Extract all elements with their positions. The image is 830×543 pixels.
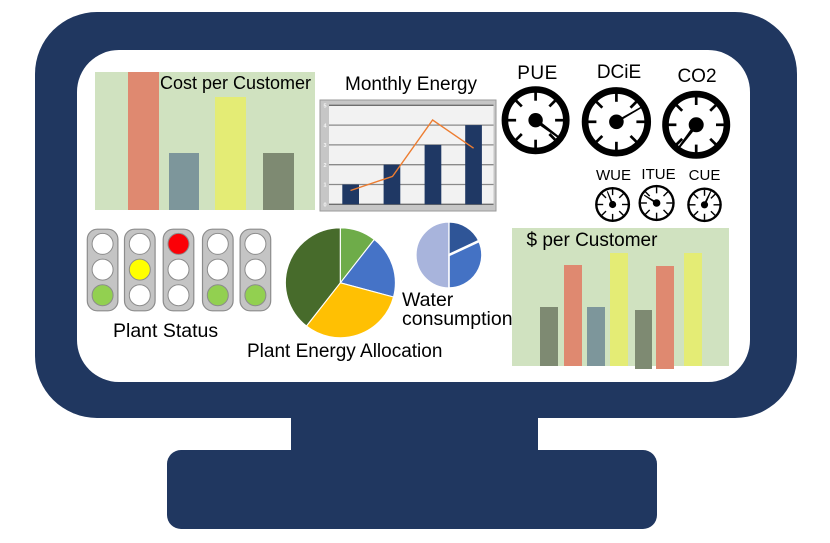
svg-text:5: 5 <box>323 104 326 110</box>
svg-text:4: 4 <box>323 123 327 129</box>
svg-text:0: 0 <box>323 203 326 209</box>
svg-text:1: 1 <box>323 183 326 189</box>
svg-text:3: 3 <box>323 143 326 149</box>
svg-text:2: 2 <box>323 163 326 169</box>
